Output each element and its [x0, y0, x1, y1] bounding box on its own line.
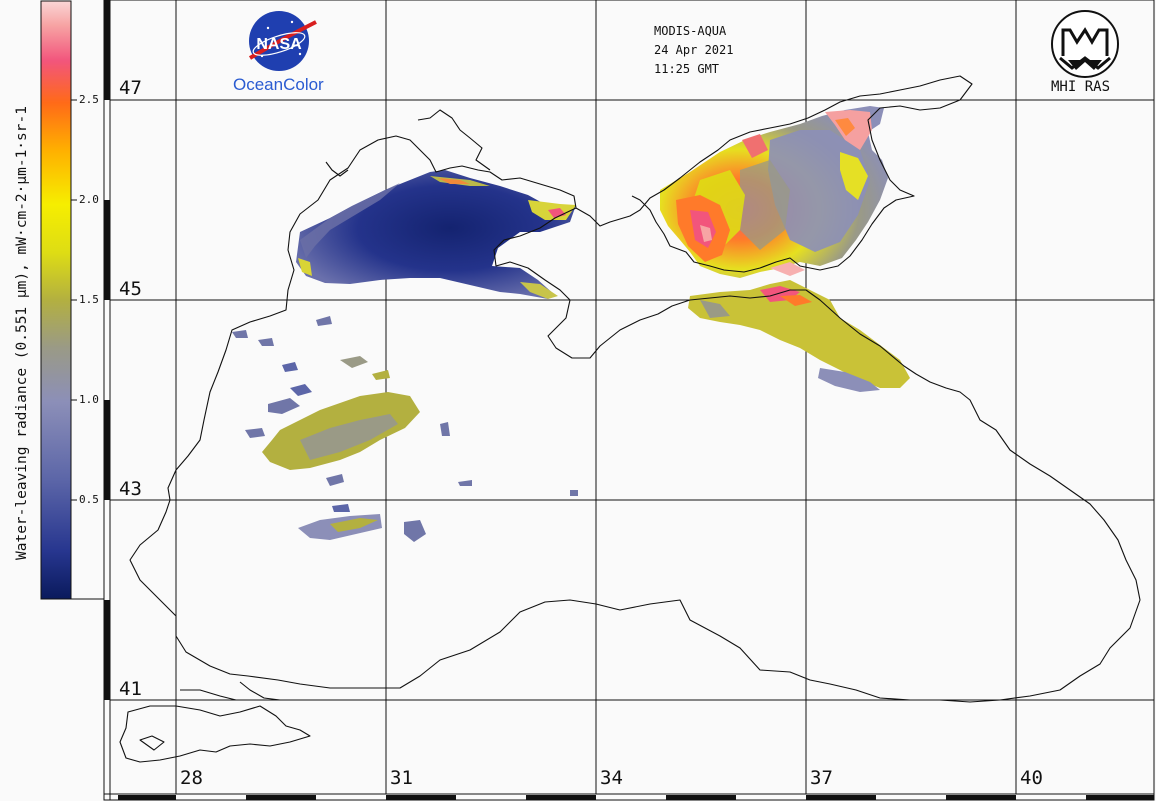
colorbar-tick-label: 2.0 [79, 193, 99, 206]
colorbar-ticks [71, 99, 77, 501]
colorbar-tick-label: 2.5 [79, 93, 99, 106]
longitude-label: 28 [178, 767, 205, 789]
latitude-label: 47 [117, 77, 144, 99]
bottom-scale-bar [118, 795, 1154, 800]
nasa-logo: NASA [248, 11, 317, 71]
latitude-label: 45 [117, 278, 144, 300]
kerch-patch [688, 280, 910, 388]
acquisition-info: MODIS-AQUA 24 Apr 2021 11:25 GMT [654, 22, 733, 79]
colorbar-tick-label: 1.5 [79, 293, 99, 306]
longitude-label: 34 [598, 767, 625, 789]
left-scale-bar [104, 0, 110, 700]
coastline [119, 75, 1141, 763]
latitude-label: 43 [117, 478, 144, 500]
longitude-label: 31 [388, 767, 415, 789]
colorbar-title: Water-leaving radiance (0.551 µm), mW·cm… [14, 106, 30, 560]
longitude-label: 37 [808, 767, 835, 789]
longitude-label: 40 [1018, 767, 1045, 789]
mhi-logo [1051, 10, 1119, 78]
colorbar-tick-label: 0.5 [79, 493, 99, 506]
acquisition-date: 24 Apr 2021 [654, 43, 734, 57]
colorbar-gradient [40, 0, 72, 600]
colorbar-tick-label: 1.0 [79, 393, 99, 406]
sensor-name: MODIS-AQUA [654, 24, 727, 38]
west-scatter-patches [232, 316, 578, 542]
nasa-wordmark: NASA [256, 36, 302, 53]
acquisition-time: 11:25 GMT [654, 62, 720, 76]
oceancolor-wordmark: OceanColor [233, 75, 324, 94]
latitude-label: 41 [117, 678, 144, 700]
mhi-ras-label: MHI RAS [1051, 79, 1111, 95]
